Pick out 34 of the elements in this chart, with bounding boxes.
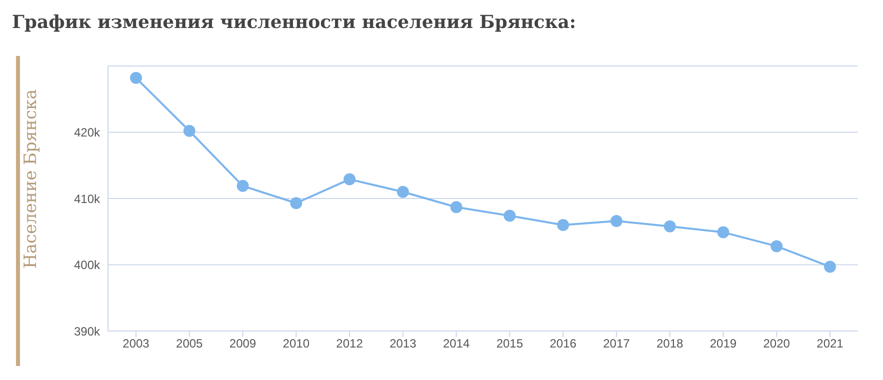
x-tick-label: 2013	[390, 336, 417, 351]
point	[717, 226, 730, 238]
x-tick-label: 2014	[442, 336, 470, 351]
x-tick-label: 2021	[816, 336, 844, 351]
x-tick-label: 2015	[496, 336, 524, 351]
point	[236, 180, 249, 192]
x-tick-label: 2003	[122, 336, 150, 351]
x-tick-label: 2012	[336, 336, 364, 351]
x-tick-label: 2018	[656, 336, 684, 351]
y-tick-label: 390k	[74, 324, 101, 338]
point	[130, 72, 142, 84]
point	[344, 173, 356, 186]
point	[664, 220, 676, 232]
x-tick-label: 2020	[763, 336, 790, 351]
x-tick-label: 2010	[282, 336, 310, 351]
point	[290, 197, 302, 210]
y-tick-label: 400k	[74, 258, 101, 272]
x-tick-label: 2019	[710, 336, 737, 351]
point	[183, 124, 196, 137]
point	[770, 240, 783, 252]
x-tick-label: 2009	[229, 336, 256, 351]
point	[824, 260, 836, 273]
point	[610, 215, 622, 228]
y-tick-label: 410k	[74, 192, 101, 206]
point	[557, 219, 570, 231]
point	[504, 210, 516, 222]
y-tick-label: 420k	[74, 126, 101, 140]
x-tick-label: 2005	[176, 336, 204, 351]
y-axis-title: Население Брянска	[21, 89, 42, 268]
point	[396, 186, 409, 198]
point	[450, 201, 462, 214]
x-tick-label: 2016	[550, 336, 577, 351]
chart-title: График изменения численности населения Брянска:	[11, 11, 578, 35]
x-tick-label: 2017	[603, 336, 630, 351]
